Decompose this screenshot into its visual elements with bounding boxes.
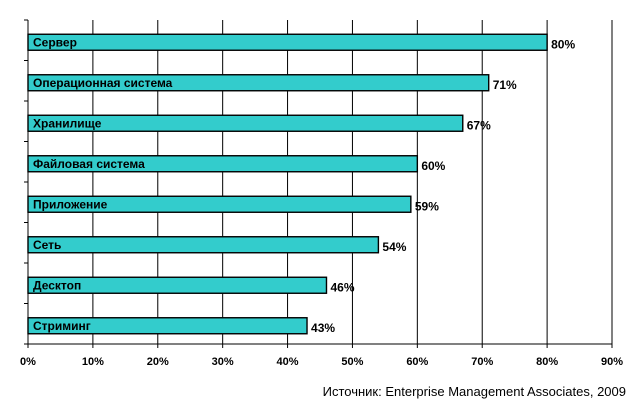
value-label-7: 43% — [311, 321, 335, 335]
category-label-7: Стриминг — [33, 319, 91, 333]
x-tick-label-5: 50% — [341, 356, 363, 368]
category-label-0: Сервер — [33, 35, 77, 49]
category-label-3: Файловая система — [33, 157, 145, 171]
x-tick-label-8: 80% — [536, 356, 558, 368]
category-label-5: Сеть — [33, 238, 61, 252]
x-tick-label-4: 40% — [277, 356, 299, 368]
value-label-4: 59% — [415, 199, 439, 213]
x-tick-label-3: 30% — [212, 356, 234, 368]
category-label-6: Десктоп — [33, 278, 81, 292]
x-tick-label-9: 90% — [601, 356, 623, 368]
value-label-6: 46% — [330, 280, 354, 294]
bars: Сервер 80% Операционная система 71% Хранилищ… — [27, 33, 575, 335]
bar-5 — [27, 236, 380, 254]
grid-lines — [92, 20, 613, 344]
x-tick-label-6: 60% — [406, 356, 428, 368]
category-label-2: Хранилище — [33, 116, 102, 130]
bar-0 — [27, 33, 548, 51]
x-tick-label-7: 70% — [471, 356, 493, 368]
source-note: Источник: Enterprise Management Associat… — [322, 384, 626, 399]
value-label-2: 67% — [467, 118, 491, 132]
x-axis: 0% 10% 20% 30% 40% 50% 60% 70% 80% 90% — [20, 19, 623, 368]
value-label-3: 60% — [421, 159, 445, 173]
x-tick-label-1: 10% — [82, 356, 104, 368]
value-label-5: 54% — [382, 240, 406, 254]
category-label-1: Операционная система — [33, 76, 173, 90]
value-label-1: 71% — [493, 78, 517, 92]
value-label-0: 80% — [551, 37, 575, 51]
category-label-4: Приложение — [33, 197, 108, 211]
x-tick-label-2: 20% — [147, 356, 169, 368]
x-tick-label-0: 0% — [20, 356, 36, 368]
